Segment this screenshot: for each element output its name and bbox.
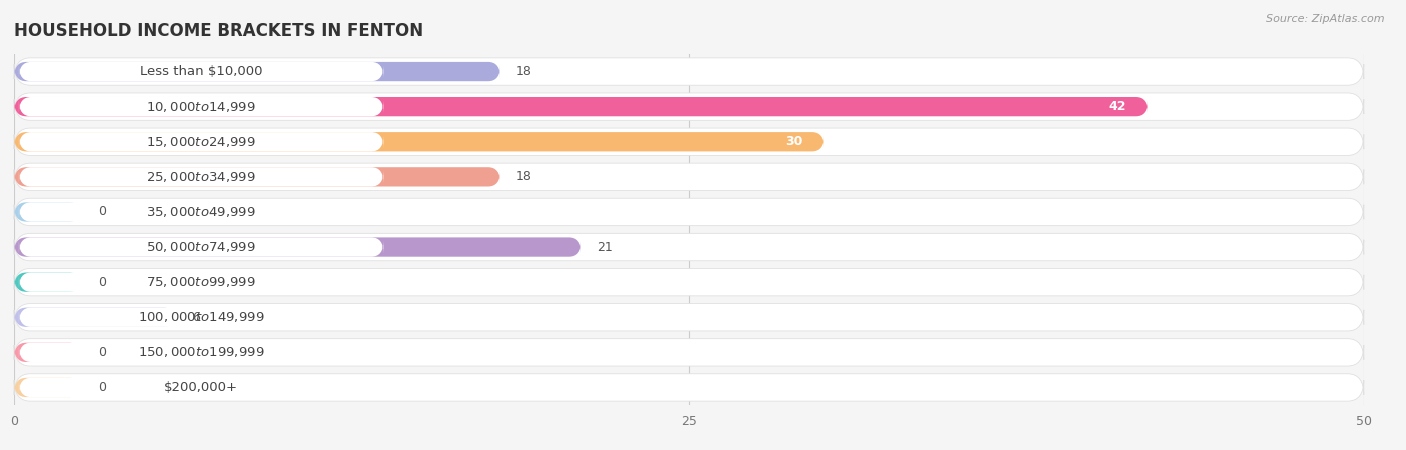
FancyBboxPatch shape [14, 62, 501, 81]
FancyBboxPatch shape [18, 343, 384, 362]
Text: 0: 0 [98, 346, 105, 359]
Text: $75,000 to $99,999: $75,000 to $99,999 [146, 275, 256, 289]
FancyBboxPatch shape [14, 273, 82, 292]
Text: $150,000 to $199,999: $150,000 to $199,999 [138, 345, 264, 360]
FancyBboxPatch shape [14, 339, 1364, 366]
FancyBboxPatch shape [14, 132, 824, 151]
FancyBboxPatch shape [18, 97, 384, 116]
FancyBboxPatch shape [14, 308, 176, 327]
Text: $50,000 to $74,999: $50,000 to $74,999 [146, 240, 256, 254]
FancyBboxPatch shape [14, 167, 501, 186]
Text: $35,000 to $49,999: $35,000 to $49,999 [146, 205, 256, 219]
Text: 21: 21 [598, 241, 613, 253]
FancyBboxPatch shape [18, 378, 384, 397]
FancyBboxPatch shape [14, 343, 82, 362]
Text: 0: 0 [98, 276, 105, 288]
Text: Less than $10,000: Less than $10,000 [139, 65, 263, 78]
FancyBboxPatch shape [14, 58, 1364, 85]
Text: 18: 18 [516, 171, 531, 183]
FancyBboxPatch shape [14, 198, 1364, 225]
Text: HOUSEHOLD INCOME BRACKETS IN FENTON: HOUSEHOLD INCOME BRACKETS IN FENTON [14, 22, 423, 40]
Text: 6: 6 [193, 311, 200, 324]
FancyBboxPatch shape [14, 97, 1147, 116]
FancyBboxPatch shape [14, 304, 1364, 331]
FancyBboxPatch shape [14, 378, 82, 397]
Text: $25,000 to $34,999: $25,000 to $34,999 [146, 170, 256, 184]
FancyBboxPatch shape [14, 163, 1364, 190]
Text: 0: 0 [98, 381, 105, 394]
FancyBboxPatch shape [14, 234, 1364, 261]
FancyBboxPatch shape [18, 308, 384, 327]
FancyBboxPatch shape [14, 374, 1364, 401]
FancyBboxPatch shape [14, 269, 1364, 296]
Text: Source: ZipAtlas.com: Source: ZipAtlas.com [1267, 14, 1385, 23]
FancyBboxPatch shape [18, 132, 384, 151]
FancyBboxPatch shape [18, 238, 384, 256]
FancyBboxPatch shape [18, 202, 384, 221]
Text: 42: 42 [1109, 100, 1126, 113]
Text: 0: 0 [98, 206, 105, 218]
FancyBboxPatch shape [14, 93, 1364, 120]
FancyBboxPatch shape [14, 202, 82, 221]
FancyBboxPatch shape [18, 62, 384, 81]
Text: $100,000 to $149,999: $100,000 to $149,999 [138, 310, 264, 324]
FancyBboxPatch shape [18, 273, 384, 292]
Text: 18: 18 [516, 65, 531, 78]
Text: $10,000 to $14,999: $10,000 to $14,999 [146, 99, 256, 114]
FancyBboxPatch shape [14, 128, 1364, 155]
FancyBboxPatch shape [18, 167, 384, 186]
Text: $200,000+: $200,000+ [165, 381, 238, 394]
FancyBboxPatch shape [14, 238, 581, 256]
Text: $15,000 to $24,999: $15,000 to $24,999 [146, 135, 256, 149]
Text: 30: 30 [785, 135, 803, 148]
